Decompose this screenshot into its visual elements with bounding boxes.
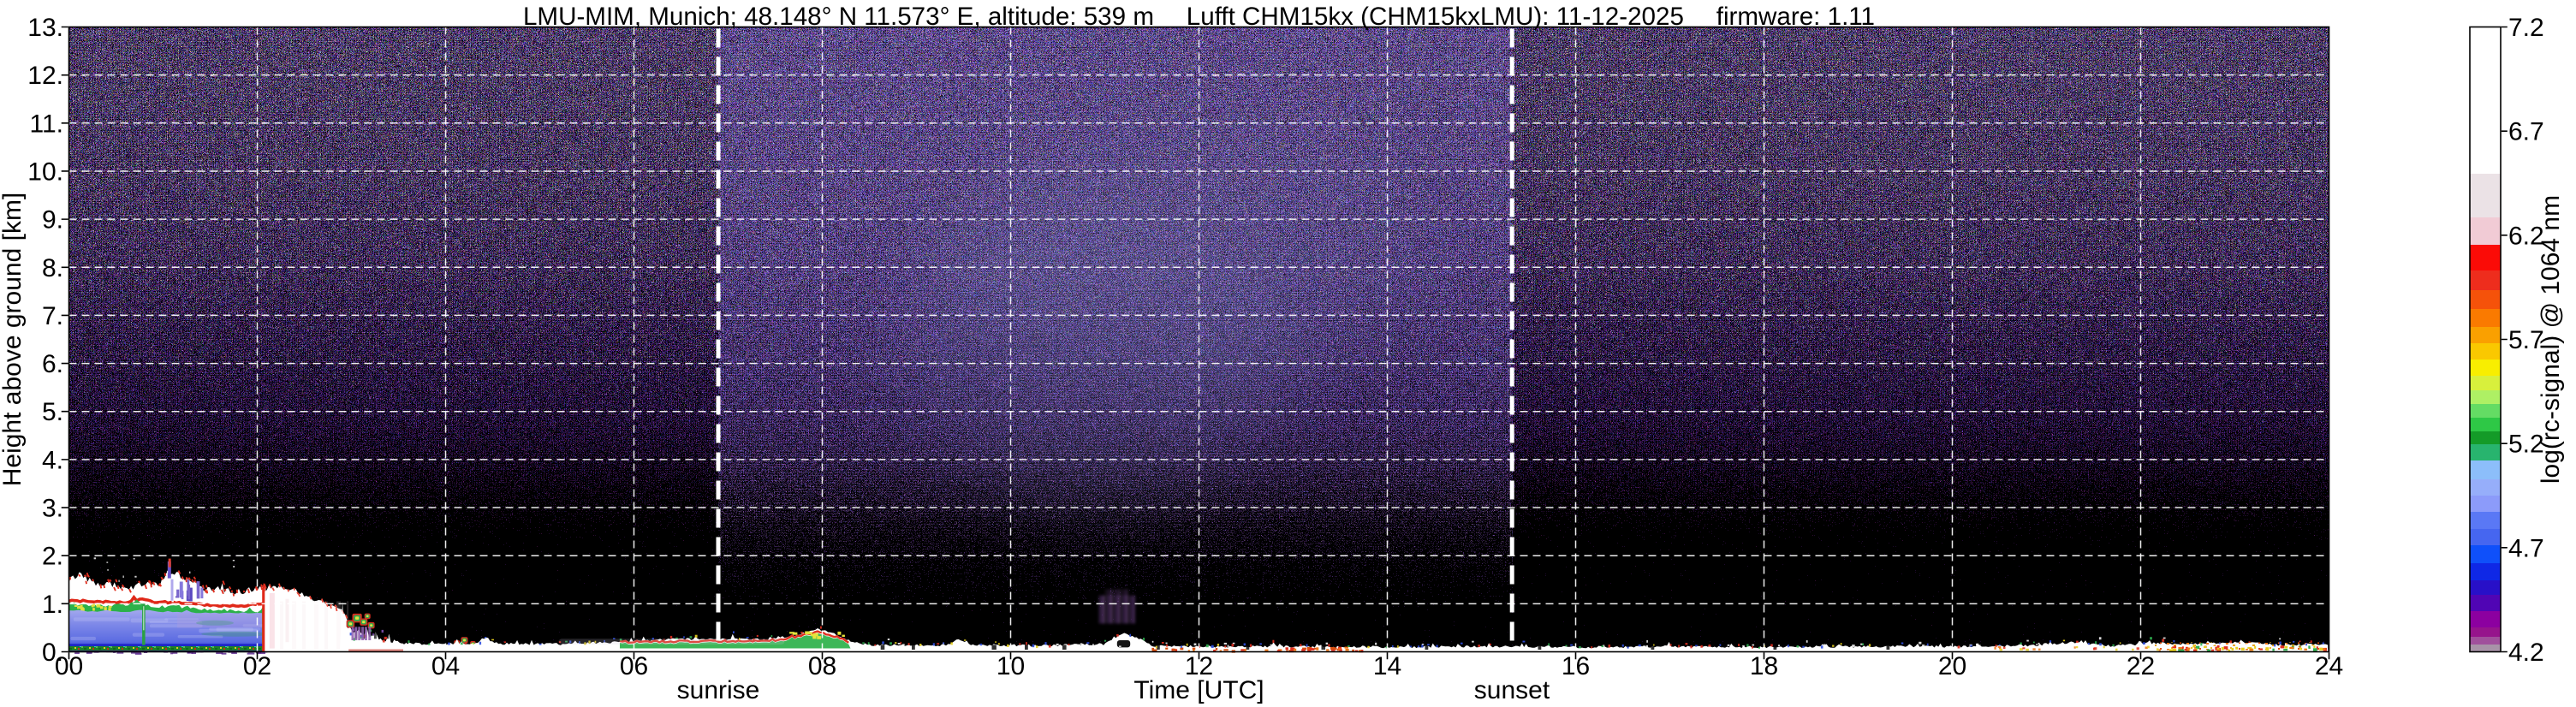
svg-text:5.: 5. bbox=[42, 398, 63, 426]
svg-text:8.: 8. bbox=[42, 254, 63, 282]
svg-text:LMU-MIM, Munich; 48.148° N 11.: LMU-MIM, Munich; 48.148° N 11.573° E, al… bbox=[523, 3, 1875, 31]
svg-text:0.: 0. bbox=[42, 639, 63, 667]
svg-text:6.7: 6.7 bbox=[2508, 118, 2544, 146]
svg-text:11.: 11. bbox=[30, 110, 63, 138]
svg-text:4.: 4. bbox=[42, 446, 63, 474]
svg-text:7.2: 7.2 bbox=[2508, 14, 2544, 42]
svg-text:12: 12 bbox=[1185, 652, 1213, 680]
svg-text:log(rc-signal) @ 1064 nm: log(rc-signal) @ 1064 nm bbox=[2537, 195, 2565, 484]
svg-text:4.7: 4.7 bbox=[2508, 534, 2544, 562]
svg-text:sunrise: sunrise bbox=[677, 676, 760, 704]
svg-text:5.7: 5.7 bbox=[2508, 326, 2544, 354]
svg-text:08: 08 bbox=[808, 652, 836, 680]
svg-text:24: 24 bbox=[2315, 652, 2343, 680]
svg-text:5.2: 5.2 bbox=[2508, 431, 2544, 459]
svg-text:6.: 6. bbox=[42, 350, 63, 378]
svg-text:sunset: sunset bbox=[1474, 676, 1550, 704]
svg-text:22: 22 bbox=[2127, 652, 2155, 680]
svg-text:04: 04 bbox=[431, 652, 460, 680]
svg-text:14: 14 bbox=[1373, 652, 1401, 680]
svg-text:Time [UTC]: Time [UTC] bbox=[1133, 676, 1264, 704]
svg-text:9.: 9. bbox=[42, 206, 63, 235]
svg-text:13.: 13. bbox=[27, 14, 63, 42]
svg-text:2.: 2. bbox=[42, 543, 63, 571]
svg-text:02: 02 bbox=[243, 652, 271, 680]
svg-text:06: 06 bbox=[620, 652, 648, 680]
svg-text:18: 18 bbox=[1750, 652, 1778, 680]
svg-text:3.: 3. bbox=[42, 495, 63, 523]
svg-text:7.: 7. bbox=[42, 302, 63, 330]
svg-text:00: 00 bbox=[55, 652, 83, 680]
svg-text:Height above ground [km]: Height above ground [km] bbox=[0, 193, 27, 487]
svg-text:6.2: 6.2 bbox=[2508, 222, 2544, 250]
svg-text:1.: 1. bbox=[42, 591, 63, 619]
svg-text:4.2: 4.2 bbox=[2508, 639, 2544, 667]
svg-text:10: 10 bbox=[996, 652, 1025, 680]
svg-text:16: 16 bbox=[1562, 652, 1590, 680]
svg-text:12.: 12. bbox=[27, 62, 63, 90]
svg-text:20: 20 bbox=[1938, 652, 1966, 680]
svg-text:10.: 10. bbox=[27, 158, 63, 187]
